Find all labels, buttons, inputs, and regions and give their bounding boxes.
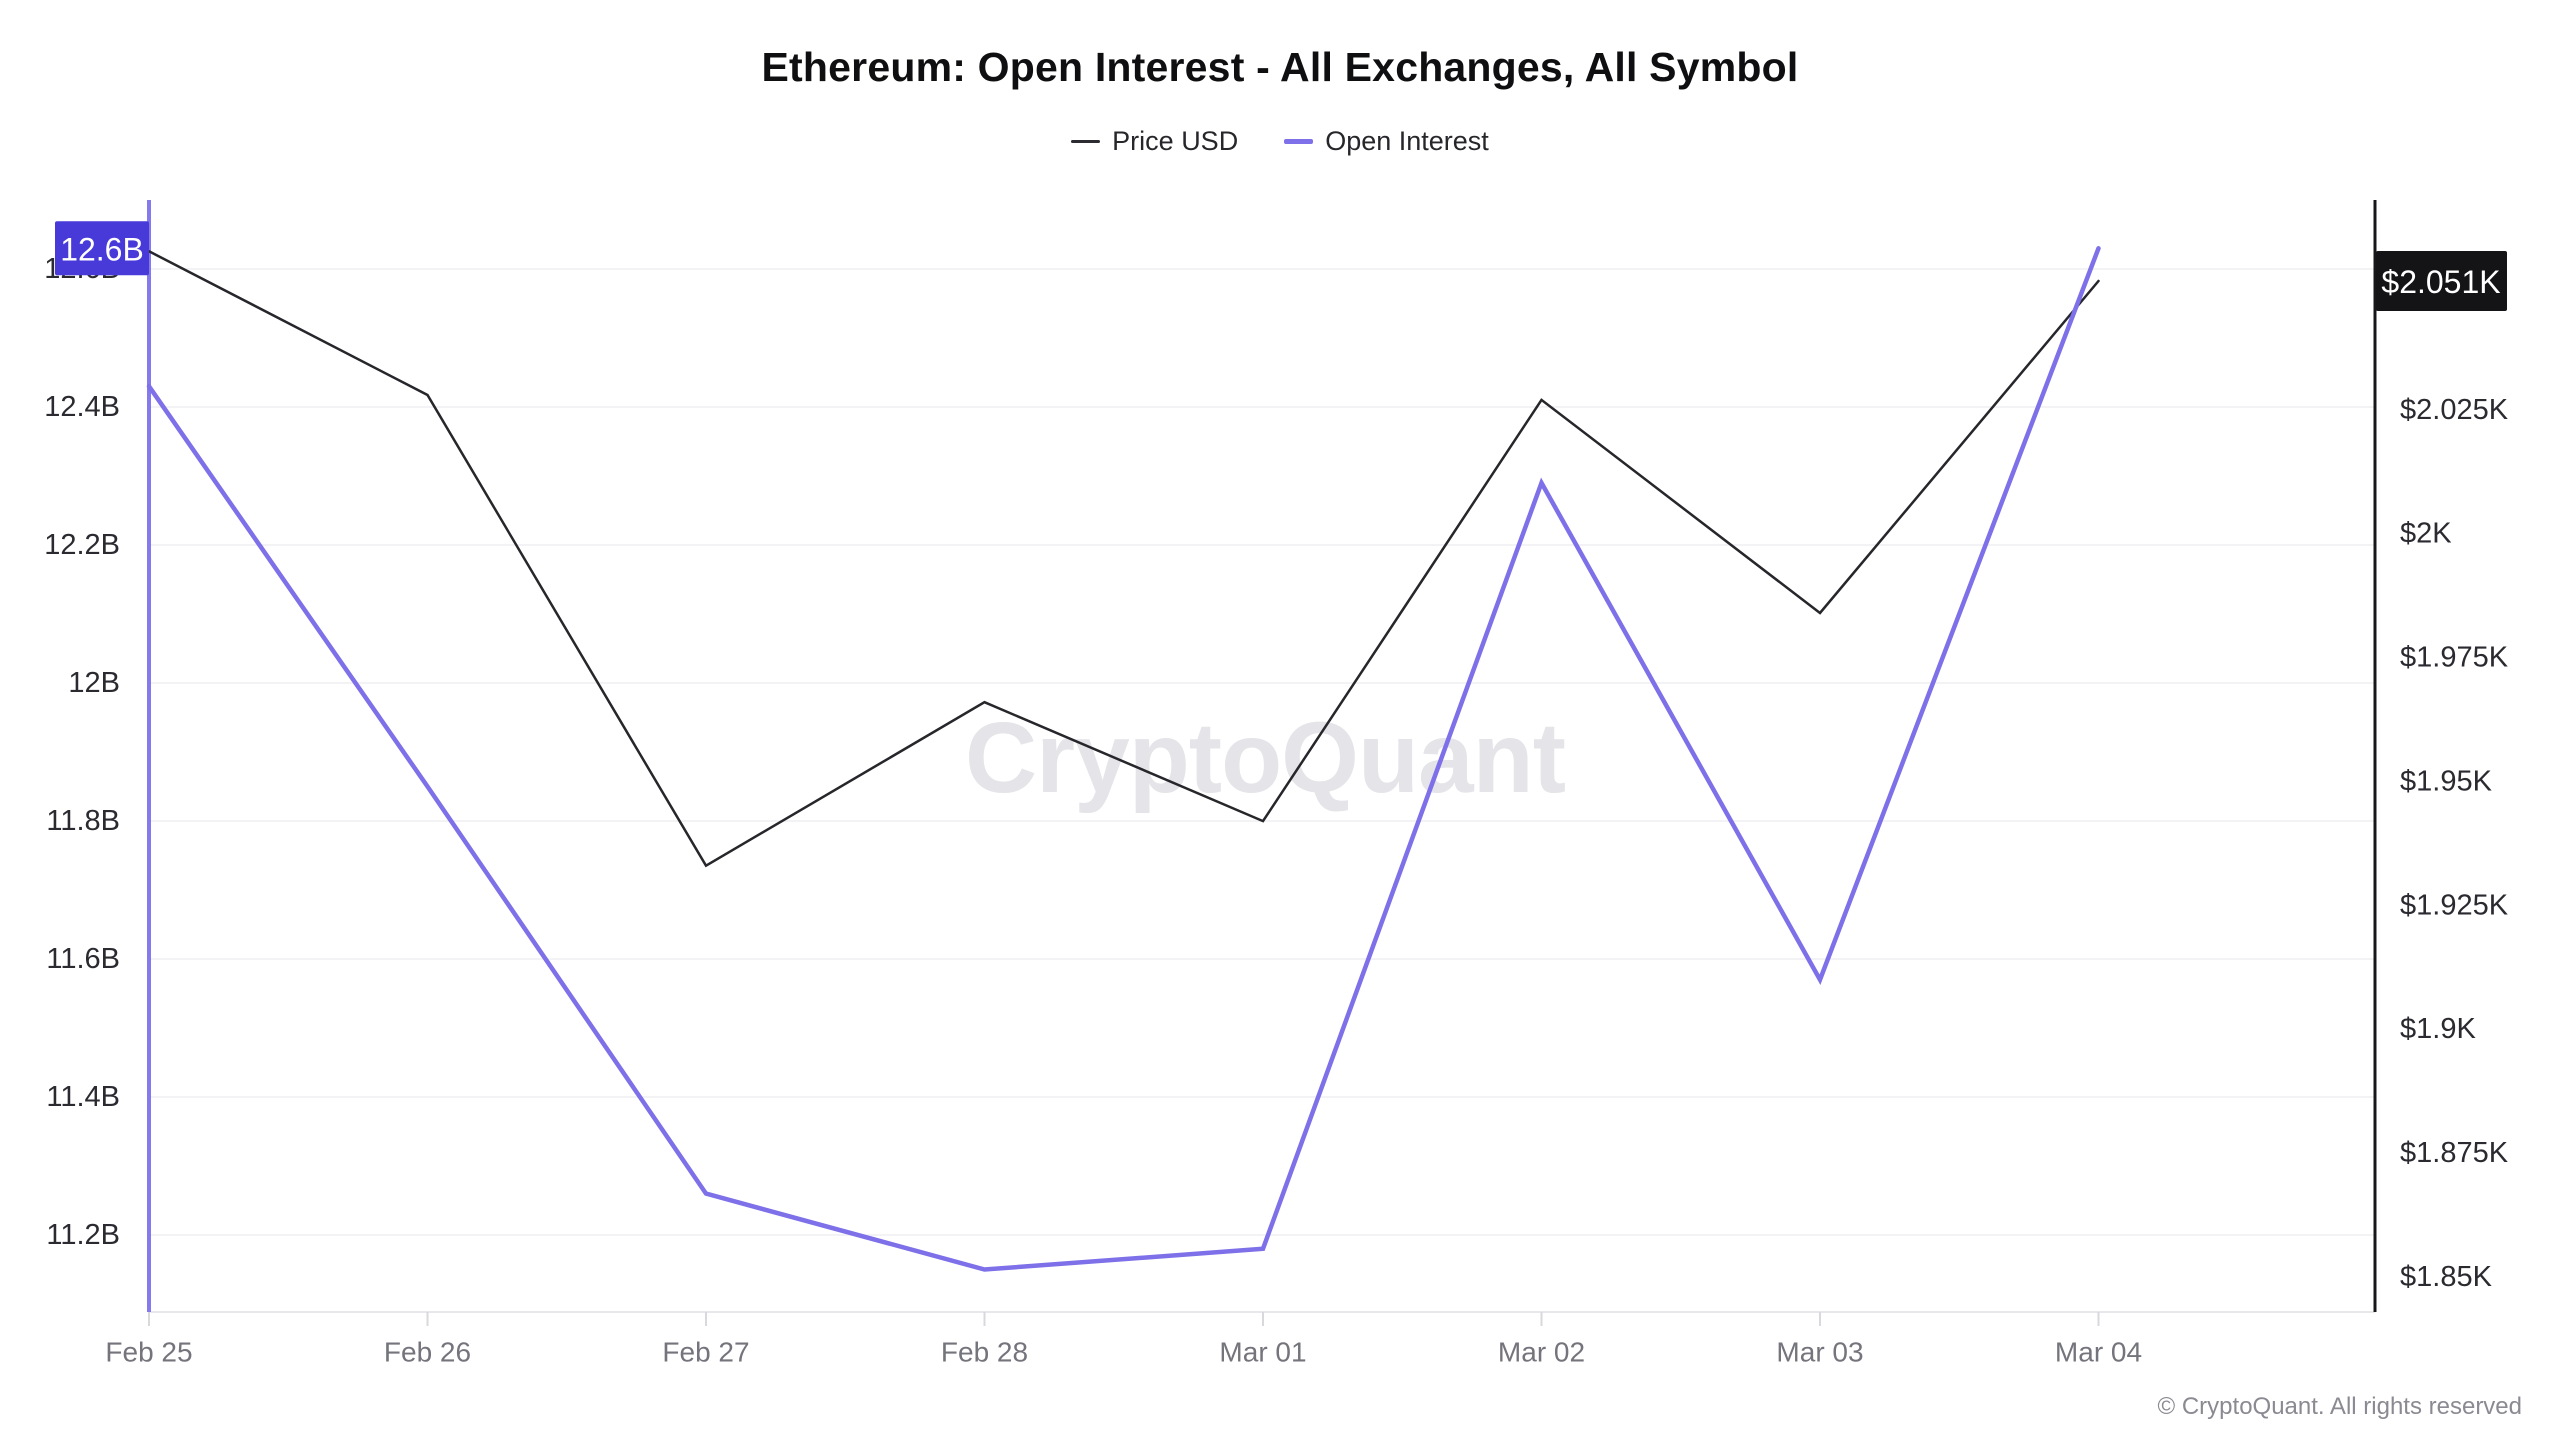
right-axis-tick-label: $1.875K	[2400, 1137, 2509, 1169]
open-interest-line-swatch-icon	[1284, 139, 1314, 144]
open-interest-last-value-label: 12.6B	[60, 231, 144, 267]
left-axis-tick-label: 11.4B	[46, 1081, 120, 1113]
legend-label-price-usd: Price USD	[1112, 126, 1239, 156]
legend-item-open-interest[interactable]: Open Interest	[1284, 126, 1489, 157]
open-interest-last-value-badge	[55, 221, 149, 276]
left-axis-tick-label: 11.6B	[46, 943, 120, 975]
x-axis-label: Feb 28	[941, 1337, 1028, 1368]
x-axis-label: Feb 27	[662, 1337, 749, 1368]
right-axis-tick-label: $2.025K	[2400, 394, 2509, 426]
x-axis-label: Feb 25	[105, 1337, 192, 1368]
x-axis-label: Mar 01	[1219, 1337, 1306, 1368]
right-axis-tick-label: $1.95K	[2400, 765, 2493, 797]
open-interest-line[interactable]	[146, 246, 2101, 1272]
right-axis-tick-label: $2K	[2400, 518, 2452, 550]
legend: Price USD Open Interest	[0, 126, 2560, 157]
x-axis-label: Mar 02	[1498, 1337, 1585, 1368]
left-axis-tick-label: 12.4B	[44, 391, 120, 423]
price-usd-line[interactable]	[147, 250, 2100, 868]
right-axis-tick-label: $1.9K	[2400, 1013, 2476, 1045]
x-axis-label: Mar 03	[1776, 1337, 1863, 1368]
price-last-value-label: $2.051K	[2381, 264, 2500, 300]
chart-title: Ethereum: Open Interest - All Exchanges,…	[761, 44, 1799, 90]
price-usd-line-swatch-icon	[1071, 140, 1101, 143]
legend-label-open-interest: Open Interest	[1325, 126, 1489, 156]
right-axis-tick-label: $1.975K	[2400, 642, 2509, 674]
x-axis-label: Feb 26	[384, 1337, 471, 1368]
watermark-text: CryptoQuant	[965, 702, 1566, 814]
price-last-value-badge	[2376, 251, 2507, 311]
left-axis-tick-label: 11.2B	[46, 1219, 120, 1251]
right-axis-tick-label: $1.85K	[2400, 1261, 2493, 1293]
legend-item-price-usd[interactable]: Price USD	[1071, 126, 1238, 157]
left-axis-tick-label: 12.2B	[44, 529, 120, 561]
copyright-text: © CryptoQuant. All rights reserved	[2157, 1393, 2523, 1420]
x-axis-label: Mar 04	[2055, 1337, 2142, 1368]
right-axis-tick-label: $1.925K	[2400, 889, 2509, 921]
left-axis-tick-label: 11.8B	[46, 805, 120, 837]
left-axis-tick-label: 12B	[68, 667, 120, 699]
